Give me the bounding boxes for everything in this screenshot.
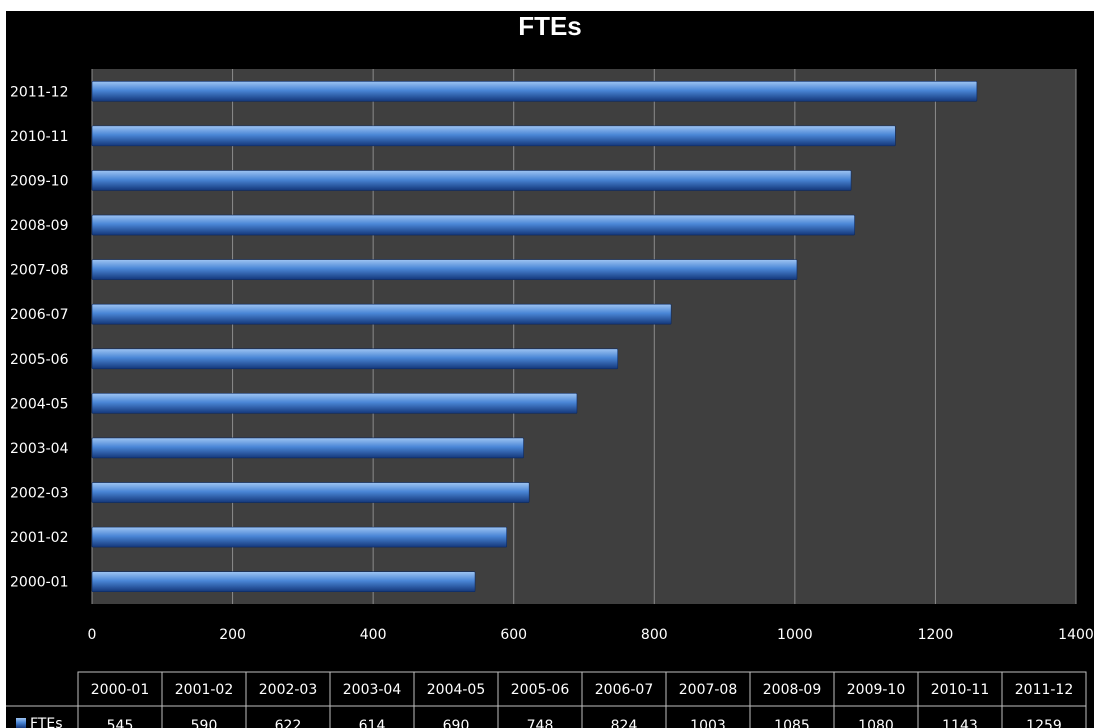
table-header-cell: 2007-08 (679, 682, 738, 698)
table-value-cell: 1143 (942, 718, 978, 728)
table-header-cell: 2011-12 (1015, 682, 1074, 698)
bar-2002-03 (91, 482, 530, 503)
table-value-cell: 1259 (1026, 718, 1062, 728)
tick-label: 400 (360, 627, 387, 643)
tick-label: 0 (88, 627, 97, 643)
table-value-cell: 590 (191, 718, 218, 728)
table-header-cell: 2000-01 (91, 682, 150, 698)
bar-2005-06 (91, 348, 619, 370)
legend-label: FTEs (30, 716, 63, 728)
value-axis: 0 200 400 600 800 1000 1200 1400 (88, 627, 1094, 643)
bar-2011-12 (91, 80, 978, 102)
data-table: 2000-01 545 2001-02 590 2002-03 622 2003-04 614… (6, 671, 1087, 728)
table-value-cell: 1085 (774, 718, 810, 728)
bar-2001-02 (91, 526, 507, 548)
table-header-cell: 2006-07 (595, 682, 654, 698)
bar-2004-05 (91, 393, 578, 414)
tick-label: 1200 (918, 627, 954, 643)
table-header-cell: 2002-03 (259, 682, 318, 698)
table-value-cell: 824 (611, 718, 638, 728)
category-label: 2008-09 (10, 218, 69, 234)
table-header-cell: 2003-04 (343, 682, 402, 698)
category-label: 2003-04 (10, 441, 69, 457)
bar-2009-10 (91, 170, 852, 191)
tick-label: 800 (641, 627, 668, 643)
category-label: 2007-08 (10, 263, 69, 279)
table-value-cell: 545 (107, 718, 134, 728)
bar-2008-09 (91, 214, 855, 236)
table-value-cell: 748 (527, 718, 554, 728)
bar-2003-04 (91, 437, 524, 459)
chart-container: FTEs 2000-01 2001-02 2002-03 2003-04 2004-05… (6, 11, 1094, 728)
category-label: 2005-06 (10, 352, 69, 368)
table-header-cell: 2009-10 (847, 682, 906, 698)
bar-chart: FTEs 2000-01 2001-02 2002-03 2003-04 2004-05… (6, 11, 1094, 728)
category-label: 2009-10 (10, 173, 69, 189)
category-label: 2004-05 (10, 396, 69, 412)
category-label: 2000-01 (10, 575, 69, 591)
table-header-cell: 2008-09 (763, 682, 822, 698)
category-axis: 2000-01 2001-02 2002-03 2003-04 2004-05 2005-… (10, 84, 69, 590)
category-label: 2001-02 (10, 530, 69, 546)
table-header-cell: 2010-11 (931, 682, 990, 698)
bar-2010-11 (91, 125, 896, 147)
chart-title: FTEs (518, 11, 582, 41)
bar-2006-07 (91, 303, 672, 325)
category-label: 2002-03 (10, 486, 69, 502)
category-label: 2011-12 (10, 84, 69, 100)
tick-label: 200 (219, 627, 246, 643)
tick-label: 1400 (1058, 627, 1094, 643)
category-label: 2006-07 (10, 307, 69, 323)
plot-background (92, 69, 1076, 604)
table-header-cell: 2005-06 (511, 682, 570, 698)
category-label: 2010-11 (10, 129, 69, 145)
tick-label: 1000 (777, 627, 813, 643)
table-value-cell: 622 (275, 718, 302, 728)
bar-2007-08 (91, 259, 798, 280)
table-value-cell: 1080 (858, 718, 894, 728)
table-header-cell: 2001-02 (175, 682, 234, 698)
legend-key-icon (16, 718, 26, 728)
plot-area (91, 69, 1077, 604)
table-header-cell: 2004-05 (427, 682, 486, 698)
table-value-cell: 1003 (690, 718, 726, 728)
tick-label: 600 (500, 627, 527, 643)
bar-series (91, 80, 978, 593)
table-value-cell: 690 (443, 718, 470, 728)
bar-2000-01 (91, 571, 476, 593)
table-value-cell: 614 (359, 718, 386, 728)
